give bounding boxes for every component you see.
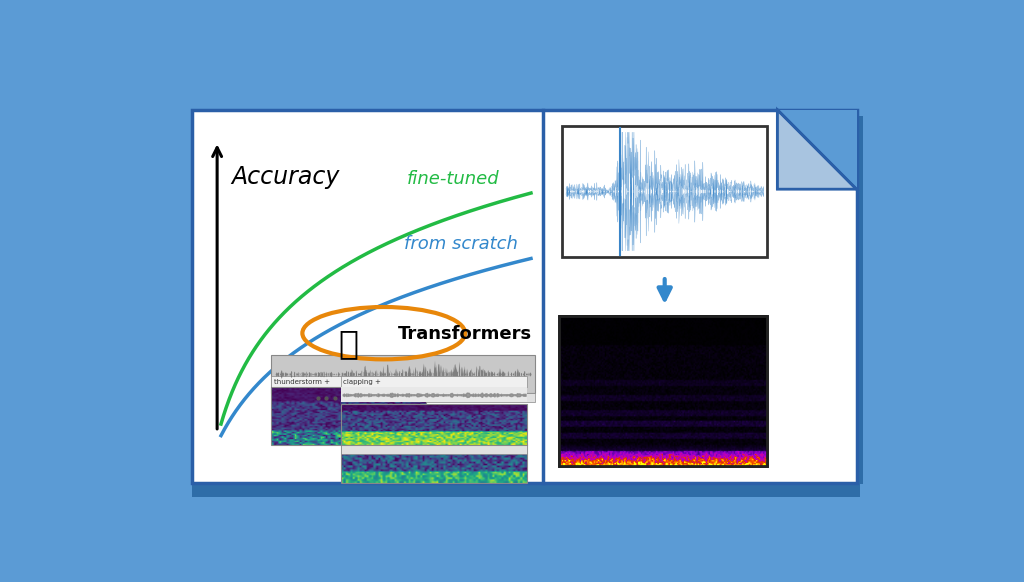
Bar: [341, 404, 527, 445]
Bar: [559, 316, 767, 466]
Text: fine-tuned: fine-tuned: [407, 170, 500, 188]
Bar: [341, 387, 527, 403]
Bar: [341, 445, 527, 454]
Bar: [341, 433, 527, 444]
Text: Transformers: Transformers: [397, 325, 531, 343]
Polygon shape: [777, 110, 856, 189]
Bar: [855, 116, 862, 484]
Bar: [191, 482, 859, 497]
Bar: [341, 377, 527, 387]
Bar: [271, 387, 426, 445]
Bar: [341, 444, 527, 482]
Polygon shape: [777, 110, 856, 189]
Bar: [271, 377, 426, 387]
Text: from scratch: from scratch: [403, 235, 518, 253]
Text: Accuracy: Accuracy: [231, 165, 339, 189]
Bar: [559, 316, 767, 466]
Bar: [271, 393, 535, 403]
Bar: [562, 126, 767, 257]
Bar: [271, 355, 535, 393]
Text: 🤗: 🤗: [339, 327, 358, 360]
Bar: [191, 110, 856, 483]
Text: thunderstorm +: thunderstorm +: [273, 379, 330, 385]
Text: church bells +: church bells +: [343, 436, 394, 442]
Text: clapping +: clapping +: [343, 379, 381, 385]
